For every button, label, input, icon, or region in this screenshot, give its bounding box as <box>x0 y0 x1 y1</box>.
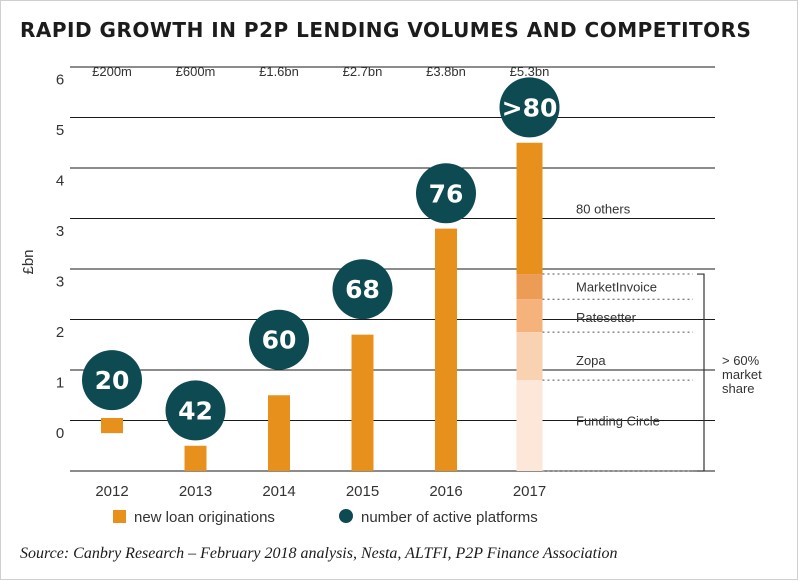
y-tick-label: 6 <box>56 72 64 89</box>
bar-segment-2017 <box>516 299 543 333</box>
bar <box>268 395 290 471</box>
bracket-label: > 60% <box>722 353 760 368</box>
x-tick-label: 2015 <box>346 483 379 500</box>
x-tick-label: 2016 <box>429 483 462 500</box>
breakdown-label: MarketInvoice <box>576 280 657 295</box>
platform-count-label: 60 <box>262 326 297 355</box>
breakdown-label: Ratesetter <box>576 310 637 325</box>
y-tick-label: 3 <box>56 274 64 291</box>
platform-count-circle <box>332 259 393 320</box>
breakdown-label: Zopa <box>576 353 606 368</box>
platform-count-circle <box>416 163 476 224</box>
bar-segment-2017 <box>516 274 543 300</box>
bar-segment-2017 <box>516 142 543 275</box>
bar <box>351 334 374 471</box>
legend-label: new loan originations <box>134 509 275 526</box>
platform-count-circle <box>165 380 226 441</box>
legend-swatch-bar <box>113 510 126 523</box>
platform-count-circle <box>249 309 309 370</box>
bar-segment-2017 <box>516 380 543 471</box>
platform-count-label: 20 <box>95 366 130 395</box>
legend-swatch-circle <box>339 509 353 523</box>
y-tick-label: 4 <box>56 173 64 190</box>
market-share-bracket <box>697 273 705 472</box>
x-tick-label: 2012 <box>95 483 128 500</box>
top-amount-label: £2.7bn <box>343 64 383 79</box>
top-amount-label: £3.8bn <box>426 64 466 79</box>
platform-count-label: >80 <box>502 93 558 122</box>
y-tick-label: 3 <box>56 223 64 240</box>
y-axis-label: £bn <box>20 249 37 274</box>
bar-segment-2017 <box>516 332 543 381</box>
bar <box>435 228 457 471</box>
bracket-label: market <box>722 367 762 382</box>
top-amount-label: £5.3bn <box>510 64 550 79</box>
y-tick-label: 1 <box>56 375 64 392</box>
source-note: Source: Canbry Research – February 2018 … <box>20 545 618 562</box>
bracket-label: share <box>722 381 755 396</box>
y-tick-label: 0 <box>56 425 64 442</box>
y-tick-label: 5 <box>56 122 64 139</box>
platform-count-circle <box>499 77 560 138</box>
x-tick-label: 2014 <box>262 483 295 500</box>
chart-title: RAPID GROWTH IN P2P LENDING VOLUMES AND … <box>20 18 752 42</box>
top-amount-label: £600m <box>176 64 216 79</box>
legend-label: number of active platforms <box>361 509 538 526</box>
breakdown-label: 80 others <box>576 201 631 216</box>
top-amount-label: £1.6bn <box>259 64 299 79</box>
x-tick-label: 2013 <box>179 483 212 500</box>
platform-count-label: 42 <box>178 396 213 425</box>
platform-count-circle <box>82 350 142 411</box>
top-amount-label: £200m <box>92 64 132 79</box>
platform-count-label: 76 <box>429 179 464 208</box>
y-tick-label: 2 <box>56 324 64 341</box>
breakdown-label: Funding Circle <box>576 414 660 429</box>
platform-count-label: 68 <box>345 275 380 304</box>
bar <box>101 417 123 434</box>
bar <box>184 445 207 471</box>
x-tick-label: 2017 <box>513 483 546 500</box>
